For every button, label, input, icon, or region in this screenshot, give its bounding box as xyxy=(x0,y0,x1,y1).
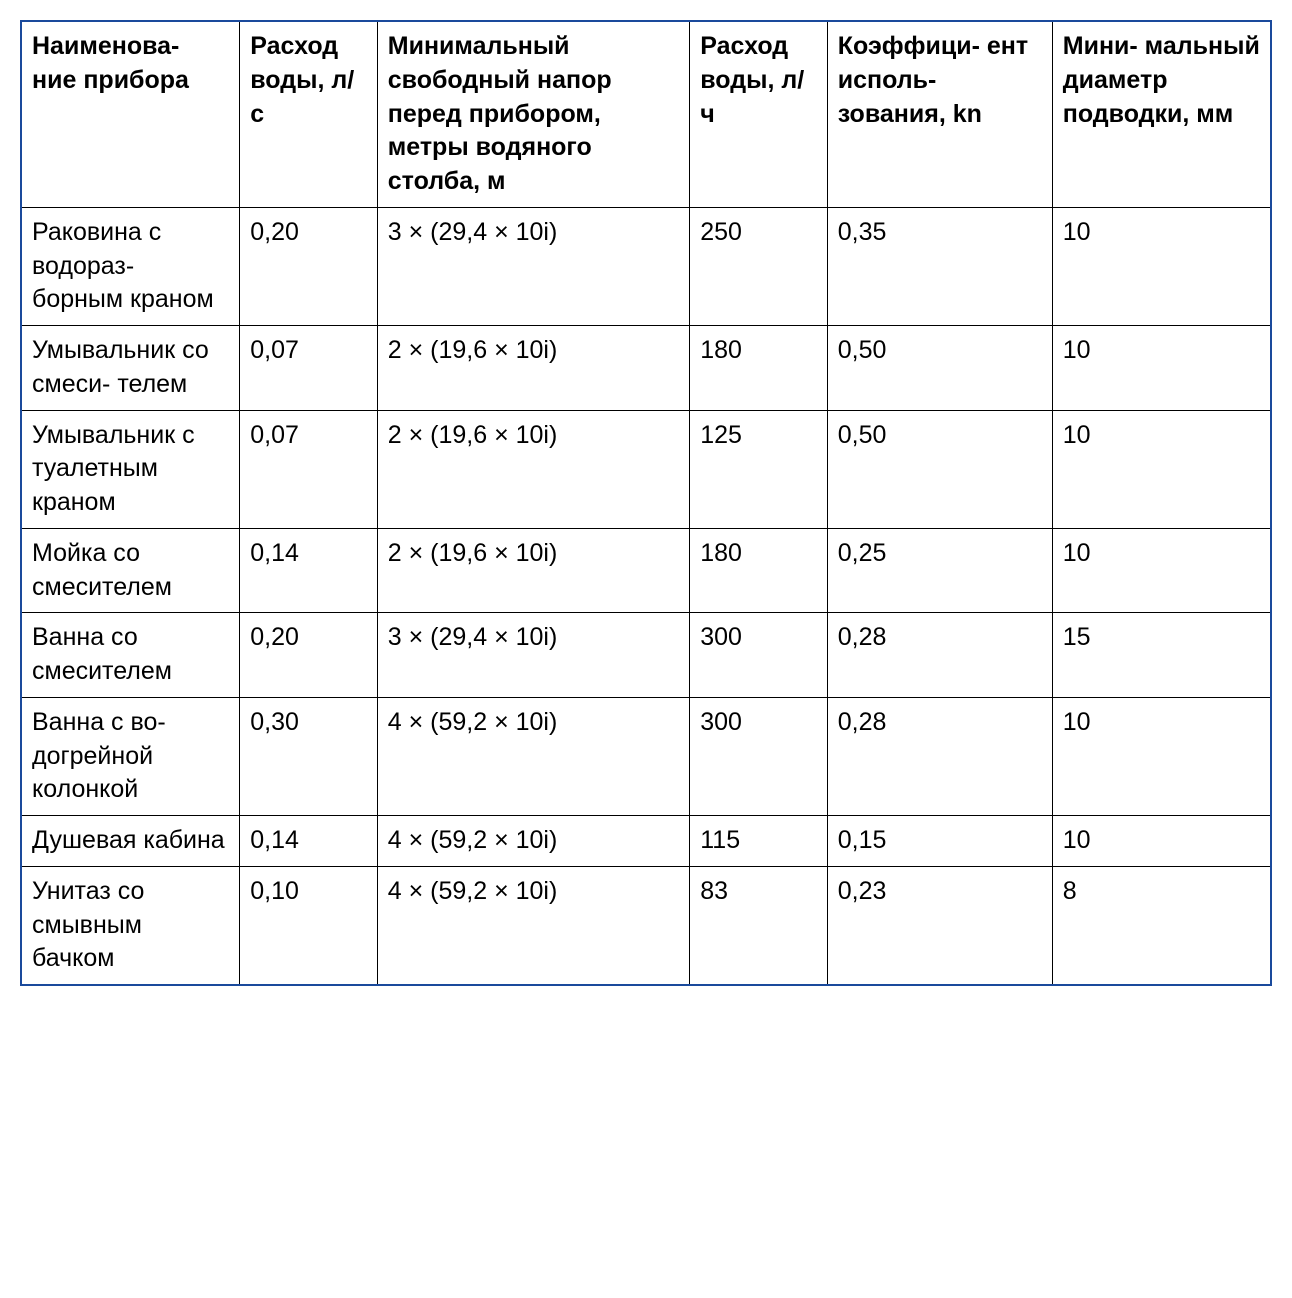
cell-name: Раковина с водораз- борным краном xyxy=(21,207,240,325)
cell-coefficient: 0,28 xyxy=(827,697,1052,815)
col-header-diameter: Мини- мальный диаметр подводки, мм xyxy=(1052,21,1271,207)
cell-flow-lh: 115 xyxy=(690,816,828,867)
cell-coefficient: 0,28 xyxy=(827,613,1052,698)
cell-name: Душевая кабина xyxy=(21,816,240,867)
cell-flow-lh: 300 xyxy=(690,697,828,815)
cell-diameter: 10 xyxy=(1052,816,1271,867)
cell-name: Умывальник со смеси- телем xyxy=(21,326,240,411)
cell-flow-ls: 0,20 xyxy=(240,613,378,698)
cell-diameter: 10 xyxy=(1052,207,1271,325)
col-header-flow-lh: Расход воды, л/ч xyxy=(690,21,828,207)
col-header-pressure: Минимальный свободный напор перед прибор… xyxy=(377,21,690,207)
fixtures-table: Наименова- ние прибора Расход воды, л/с … xyxy=(20,20,1272,986)
cell-flow-ls: 0,30 xyxy=(240,697,378,815)
cell-name: Ванна с во- догрейной колонкой xyxy=(21,697,240,815)
table-row: Мойка со смесителем 0,14 2 × (19,6 × 10i… xyxy=(21,528,1271,613)
cell-pressure: 2 × (19,6 × 10i) xyxy=(377,410,690,528)
table-header: Наименова- ние прибора Расход воды, л/с … xyxy=(21,21,1271,207)
cell-coefficient: 0,50 xyxy=(827,410,1052,528)
cell-pressure: 4 × (59,2 × 10i) xyxy=(377,816,690,867)
cell-flow-lh: 180 xyxy=(690,528,828,613)
cell-pressure: 3 × (29,4 × 10i) xyxy=(377,207,690,325)
cell-diameter: 10 xyxy=(1052,326,1271,411)
cell-flow-lh: 180 xyxy=(690,326,828,411)
cell-pressure: 4 × (59,2 × 10i) xyxy=(377,697,690,815)
table-row: Ванна с во- догрейной колонкой 0,30 4 × … xyxy=(21,697,1271,815)
cell-flow-ls: 0,07 xyxy=(240,410,378,528)
cell-flow-lh: 125 xyxy=(690,410,828,528)
cell-name: Унитаз со смывным бачком xyxy=(21,866,240,985)
col-header-coefficient: Коэффици- ент исполь- зования, kn xyxy=(827,21,1052,207)
cell-coefficient: 0,50 xyxy=(827,326,1052,411)
cell-coefficient: 0,35 xyxy=(827,207,1052,325)
cell-coefficient: 0,15 xyxy=(827,816,1052,867)
cell-diameter: 10 xyxy=(1052,528,1271,613)
table-row: Раковина с водораз- борным краном 0,20 3… xyxy=(21,207,1271,325)
cell-flow-ls: 0,20 xyxy=(240,207,378,325)
table-row: Унитаз со смывным бачком 0,10 4 × (59,2 … xyxy=(21,866,1271,985)
col-header-name: Наименова- ние прибора xyxy=(21,21,240,207)
table-row: Душевая кабина 0,14 4 × (59,2 × 10i) 115… xyxy=(21,816,1271,867)
cell-name: Ванна со смесителем xyxy=(21,613,240,698)
cell-pressure: 2 × (19,6 × 10i) xyxy=(377,528,690,613)
cell-flow-lh: 300 xyxy=(690,613,828,698)
cell-flow-ls: 0,14 xyxy=(240,816,378,867)
cell-diameter: 10 xyxy=(1052,697,1271,815)
cell-flow-ls: 0,14 xyxy=(240,528,378,613)
cell-diameter: 8 xyxy=(1052,866,1271,985)
cell-diameter: 15 xyxy=(1052,613,1271,698)
cell-pressure: 2 × (19,6 × 10i) xyxy=(377,326,690,411)
cell-name: Мойка со смесителем xyxy=(21,528,240,613)
cell-flow-ls: 0,07 xyxy=(240,326,378,411)
cell-coefficient: 0,25 xyxy=(827,528,1052,613)
table-body: Раковина с водораз- борным краном 0,20 3… xyxy=(21,207,1271,985)
col-header-flow-ls: Расход воды, л/с xyxy=(240,21,378,207)
table-row: Умывальник с туалетным краном 0,07 2 × (… xyxy=(21,410,1271,528)
cell-coefficient: 0,23 xyxy=(827,866,1052,985)
cell-pressure: 3 × (29,4 × 10i) xyxy=(377,613,690,698)
cell-flow-lh: 250 xyxy=(690,207,828,325)
header-row: Наименова- ние прибора Расход воды, л/с … xyxy=(21,21,1271,207)
cell-pressure: 4 × (59,2 × 10i) xyxy=(377,866,690,985)
cell-flow-lh: 83 xyxy=(690,866,828,985)
cell-name: Умывальник с туалетным краном xyxy=(21,410,240,528)
cell-flow-ls: 0,10 xyxy=(240,866,378,985)
table-row: Умывальник со смеси- телем 0,07 2 × (19,… xyxy=(21,326,1271,411)
cell-diameter: 10 xyxy=(1052,410,1271,528)
table-row: Ванна со смесителем 0,20 3 × (29,4 × 10i… xyxy=(21,613,1271,698)
